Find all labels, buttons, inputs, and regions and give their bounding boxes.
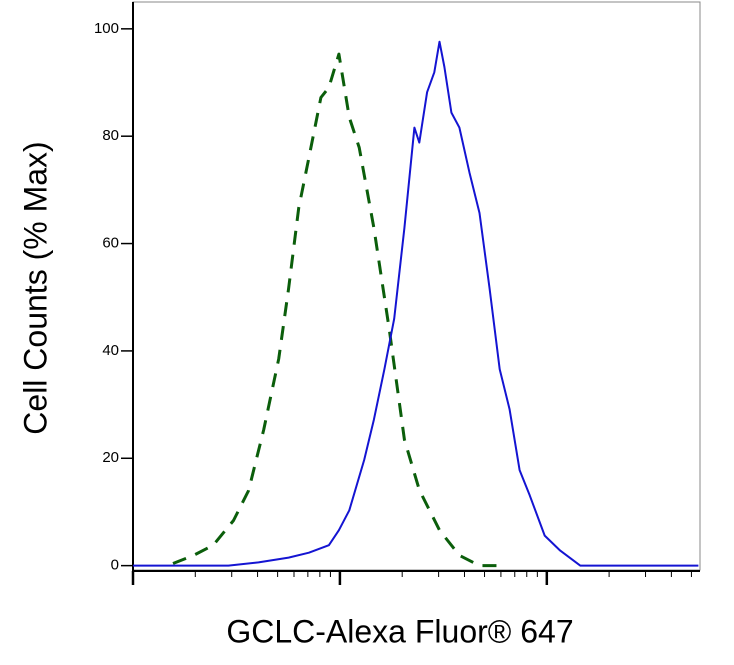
y-tick-label: 100 [94,20,119,37]
y-tick-label: 60 [102,235,119,252]
y-tick-label: 20 [102,449,119,466]
y-tick-label: 0 [111,557,119,574]
y-tick-label: 80 [102,127,119,144]
y-axis-title: Cell Counts (% Max) [17,141,53,434]
x-axis-title: GCLC-Alexa Fluor® 647 [226,613,573,649]
histogram-line [133,40,699,567]
y-tick-label: 40 [102,342,119,359]
histogram-line [172,52,500,568]
